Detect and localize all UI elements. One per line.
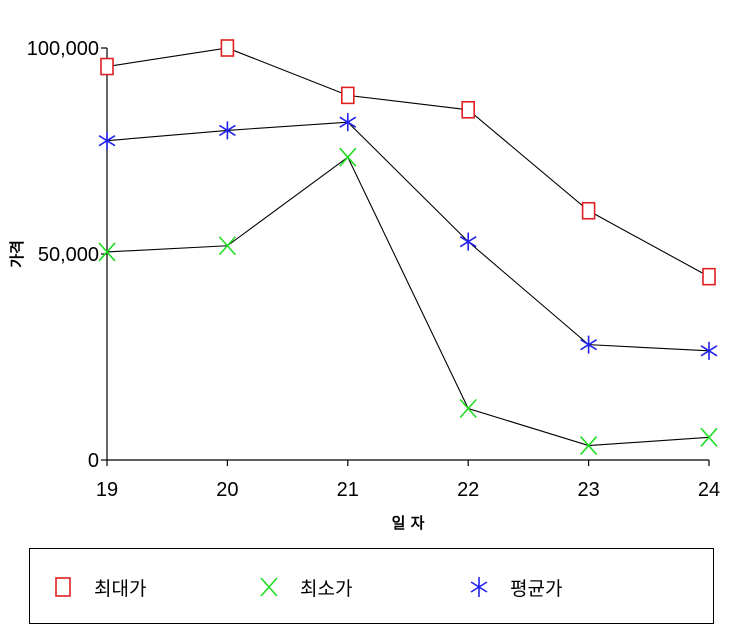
- x-tick-label: 21: [337, 479, 359, 501]
- data-point-square: [340, 86, 355, 105]
- legend-item-max: 최대가: [52, 549, 146, 625]
- data-point-x: [218, 236, 236, 256]
- legend-item-avg: 평균가: [468, 549, 562, 625]
- line-chart: 0 50,000 100,000 19 20 21 22 23 24 가격 일 자: [8, 38, 720, 532]
- data-point-asterisk: [700, 341, 718, 360]
- legend-label-min: 최소가: [300, 577, 353, 600]
- data-point-asterisk: [459, 232, 477, 251]
- series-line-0: [106, 47, 710, 278]
- y-tick-label: 50,000: [38, 244, 99, 266]
- x-tick-label: 23: [577, 479, 599, 501]
- x-marker-icon: [258, 576, 280, 598]
- legend-label-avg: 평균가: [510, 577, 563, 600]
- x-tick-label: 20: [216, 479, 238, 501]
- data-point-asterisk: [580, 335, 598, 354]
- data-point-x: [98, 242, 116, 262]
- asterisk-marker-icon: [468, 576, 490, 598]
- y-tick-label: 0: [88, 450, 99, 472]
- x-tick-label: 19: [96, 479, 118, 501]
- data-point-square: [461, 101, 476, 119]
- x-axis-label: 일 자: [392, 514, 425, 532]
- x-tick-label: 22: [457, 479, 479, 501]
- data-point-x: [459, 398, 477, 419]
- data-point-x: [700, 427, 718, 447]
- data-point-square: [100, 57, 114, 76]
- legend-item-min: 최소가: [258, 549, 352, 625]
- data-point-square: [581, 201, 596, 220]
- data-point-asterisk: [339, 113, 357, 132]
- data-point-asterisk: [218, 121, 236, 140]
- series-line-2: [106, 121, 710, 352]
- data-point-x: [339, 147, 357, 167]
- data-point-square: [702, 267, 716, 286]
- data-point-asterisk: [98, 131, 116, 150]
- legend-label-max: 최대가: [94, 577, 147, 600]
- y-tick-label: 100,000: [27, 38, 99, 60]
- square-marker-icon: [52, 576, 74, 598]
- series-line-1: [106, 156, 710, 447]
- x-tick-label: 24: [698, 479, 720, 501]
- y-axis-label: 가격: [8, 240, 26, 268]
- legend: 최대가 최소가 평균가: [29, 548, 714, 624]
- data-point-x: [580, 436, 598, 456]
- data-point-square: [220, 39, 235, 57]
